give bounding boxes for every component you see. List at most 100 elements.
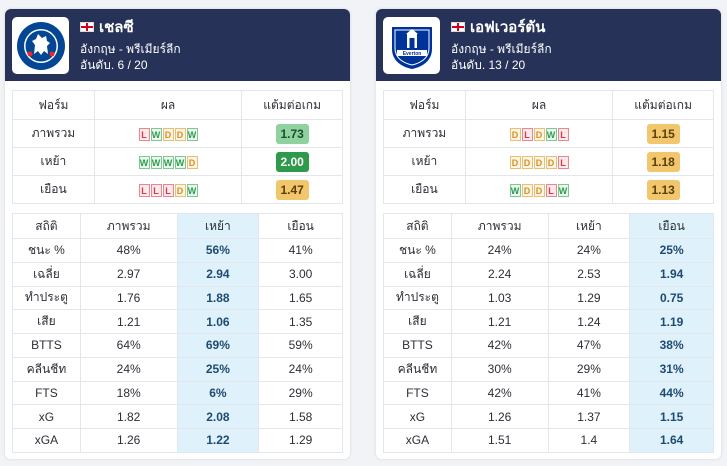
stats-row: BTTS 42% 47% 38%: [383, 333, 714, 358]
stat-label: เสีย: [383, 309, 452, 334]
result-badge[interactable]: D: [545, 155, 557, 169]
result-badge[interactable]: D: [509, 155, 521, 169]
result-badge[interactable]: L: [162, 183, 174, 197]
chelsea-crest-icon[interactable]: [12, 17, 69, 74]
form-header-row: ฟอร์ม ผล แต้มต่อเกม: [383, 90, 714, 120]
result-badge[interactable]: W: [150, 155, 162, 169]
form-row-label: ภาพรวม: [12, 119, 95, 148]
stat-value-away: 59%: [258, 333, 343, 358]
result-badge[interactable]: D: [533, 127, 545, 141]
stat-label: xG: [383, 404, 452, 429]
form-header-form: ฟอร์ม: [12, 90, 95, 120]
result-badge[interactable]: D: [174, 127, 186, 141]
result-badge[interactable]: W: [138, 155, 150, 169]
result-badge[interactable]: D: [162, 127, 174, 141]
stat-value-home: 1.22: [176, 428, 260, 453]
stats-row: เฉลี่ย 2.24 2.53 1.94: [383, 261, 714, 287]
result-badge[interactable]: L: [138, 183, 150, 197]
form-row-label: เยือน: [12, 175, 95, 204]
stats-row: xG 1.82 2.08 1.58: [12, 404, 343, 429]
stat-value-overall: 42%: [450, 333, 549, 358]
stats-row: เสีย 1.21 1.06 1.35: [12, 309, 343, 334]
team-name[interactable]: เอฟเวอร์ตัน: [470, 19, 546, 36]
result-badge[interactable]: W: [162, 155, 174, 169]
result-badge[interactable]: D: [521, 183, 533, 197]
stat-value-away: 38%: [629, 333, 714, 358]
stat-value-home: 25%: [176, 356, 260, 382]
stat-value-away: 25%: [629, 238, 714, 263]
stats-row: ทำประตู 1.76 1.88 1.65: [12, 285, 343, 311]
stat-value-away: 29%: [258, 380, 343, 406]
stats-row: คลีนชีท 24% 25% 24%: [12, 356, 343, 382]
result-badge[interactable]: L: [545, 183, 557, 197]
team-header: Everton เอฟเวอร์ตัน อังกฤษ - พรีเมียร์ลี…: [376, 9, 721, 81]
everton-crest-icon[interactable]: Everton: [383, 17, 440, 74]
result-badge[interactable]: W: [186, 183, 198, 197]
stat-label: BTTS: [12, 333, 81, 358]
stat-value-home: 41%: [547, 380, 631, 406]
stat-label: ชนะ %: [12, 238, 81, 263]
team-name[interactable]: เชลซี: [99, 19, 134, 36]
stats-header-overall: ภาพรวม: [79, 213, 178, 239]
result-badge[interactable]: D: [533, 183, 545, 197]
result-badge[interactable]: W: [545, 127, 557, 141]
ppg-cell: 1.13: [612, 175, 714, 204]
result-badge[interactable]: D: [533, 155, 545, 169]
stats-row: xG 1.26 1.37 1.15: [383, 404, 714, 429]
result-badge[interactable]: L: [557, 127, 569, 141]
result-badge[interactable]: L: [521, 127, 533, 141]
stat-value-home: 6%: [176, 380, 260, 406]
stat-value-away: 1.65: [258, 285, 343, 311]
form-header-form: ฟอร์ม: [383, 90, 466, 120]
result-badge[interactable]: W: [509, 183, 521, 197]
stats-row: xGA 1.26 1.22 1.29: [12, 428, 343, 453]
result-badge[interactable]: W: [186, 127, 198, 141]
stat-value-away: 1.15: [629, 404, 714, 429]
stats-header-stat: สถิติ: [12, 213, 81, 239]
stats-header-away: เยือน: [258, 213, 343, 239]
stat-value-away: 1.64: [629, 428, 714, 453]
stat-value-away: 1.58: [258, 404, 343, 429]
league-name[interactable]: อังกฤษ - พรีเมียร์ลีก: [451, 42, 552, 56]
stat-label: ทำประตู: [383, 285, 452, 311]
stats-header-home: เหย้า: [176, 213, 260, 239]
stats-row: ชนะ % 48% 56% 41%: [12, 238, 343, 263]
result-badge[interactable]: D: [521, 155, 533, 169]
result-badge[interactable]: W: [557, 183, 569, 197]
stat-value-overall: 24%: [450, 238, 549, 263]
stat-value-home: 2.94: [176, 261, 260, 287]
result-badge[interactable]: D: [509, 127, 521, 141]
result-badge[interactable]: W: [150, 127, 162, 141]
result-badge[interactable]: L: [557, 155, 569, 169]
result-badge[interactable]: L: [150, 183, 162, 197]
result-badge[interactable]: D: [174, 183, 186, 197]
result-badge[interactable]: L: [138, 127, 150, 141]
stat-label: BTTS: [383, 333, 452, 358]
stats-row: เฉลี่ย 2.97 2.94 3.00: [12, 261, 343, 287]
stat-value-away: 1.29: [258, 428, 343, 453]
form-row-label: ภาพรวม: [383, 119, 466, 148]
stats-header-row: สถิติ ภาพรวม เหย้า เยือน: [12, 213, 343, 239]
ppg-badge: 1.15: [646, 123, 680, 144]
league-name[interactable]: อังกฤษ - พรีเมียร์ลีก: [80, 42, 181, 56]
stat-value-home: 24%: [547, 238, 631, 263]
result-badge[interactable]: D: [186, 155, 198, 169]
stat-value-home: 1.06: [176, 309, 260, 334]
england-flag-icon: [80, 22, 94, 32]
result-badge[interactable]: W: [174, 155, 186, 169]
stat-label: คลีนชีท: [383, 356, 452, 382]
stat-value-home: 1.24: [547, 309, 631, 334]
stats-header-overall: ภาพรวม: [450, 213, 549, 239]
team-card-everton: Everton เอฟเวอร์ตัน อังกฤษ - พรีเมียร์ลี…: [376, 9, 721, 459]
stat-value-overall: 1.03: [450, 285, 549, 311]
stat-value-home: 69%: [176, 333, 260, 358]
stat-value-home: 56%: [176, 238, 260, 263]
stat-value-overall: 1.21: [79, 309, 178, 334]
form-row-label: เหย้า: [383, 147, 466, 176]
